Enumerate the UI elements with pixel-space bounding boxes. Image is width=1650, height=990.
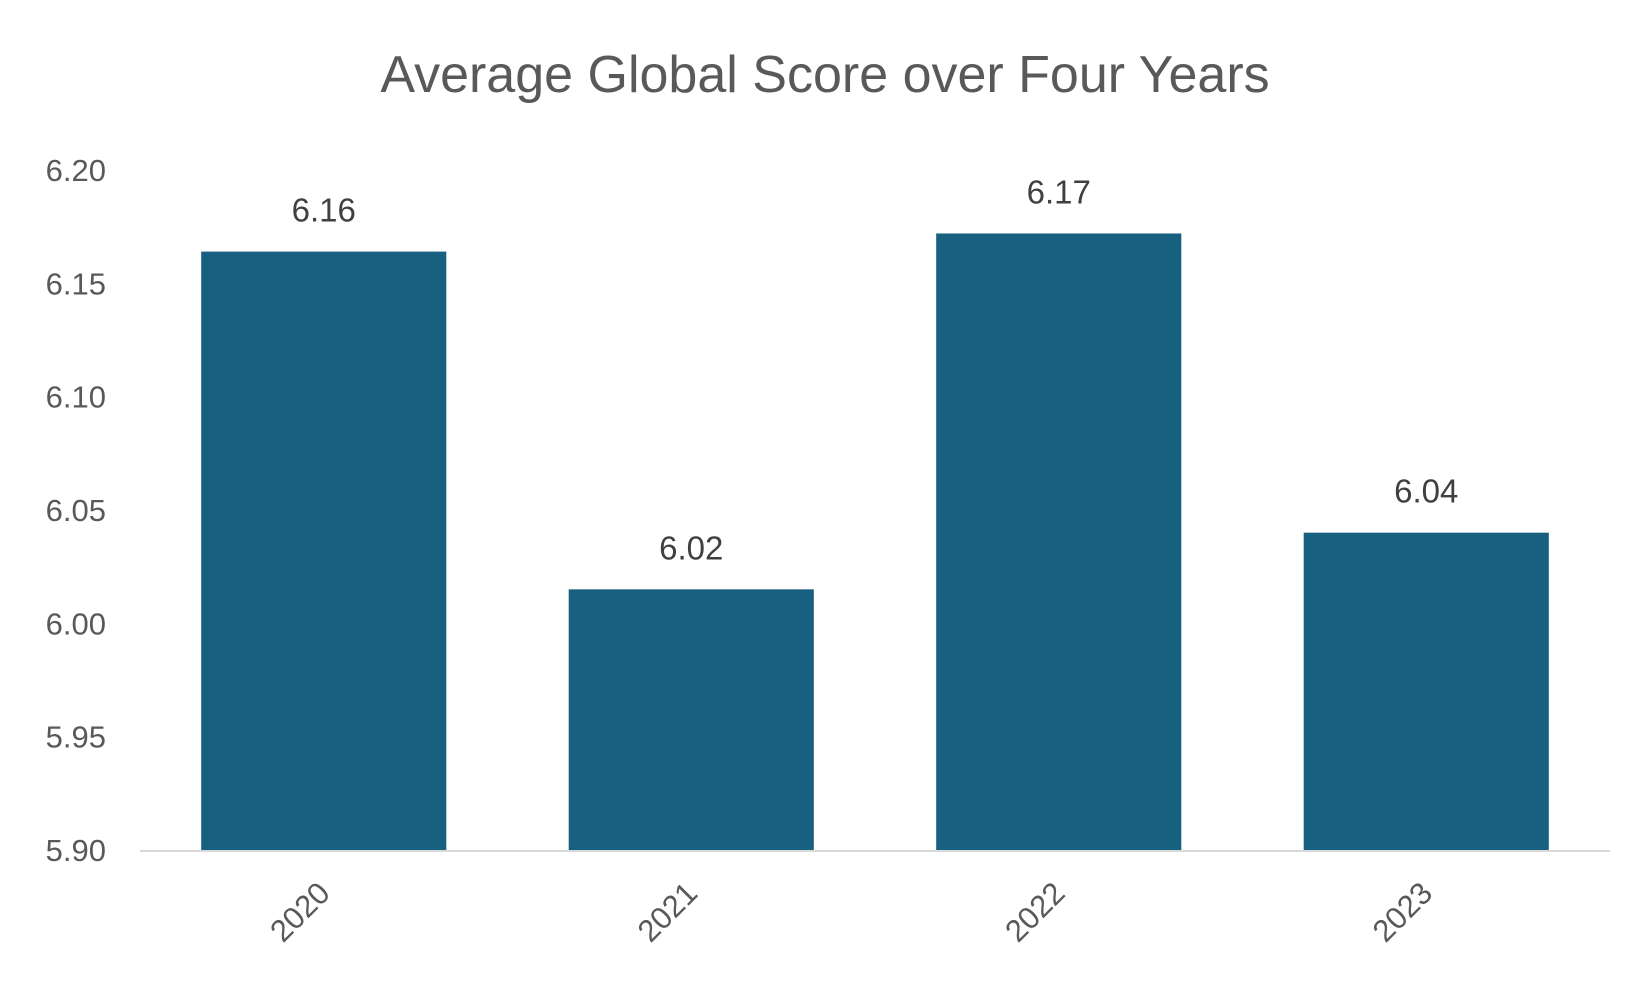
bar-2022 <box>936 233 1182 850</box>
y-tick-label: 6.05 <box>46 493 106 528</box>
x-axis-ticks: 2020 2021 2022 2023 <box>263 875 1439 949</box>
y-tick-label: 6.15 <box>46 266 106 301</box>
data-label-2021: 6.02 <box>659 529 723 566</box>
y-tick-label: 6.20 <box>46 153 106 188</box>
x-tick-label-2023: 2023 <box>1366 875 1440 949</box>
bar-2020 <box>201 251 447 851</box>
data-label-2022: 6.17 <box>1027 173 1091 210</box>
bar-2023 <box>1303 532 1549 850</box>
data-label-2023: 6.04 <box>1394 473 1458 510</box>
bar-2021 <box>568 589 814 850</box>
y-axis-ticks: 5.90 5.95 6.00 6.05 6.10 6.15 6.20 <box>46 153 106 868</box>
y-tick-label: 5.90 <box>46 833 106 868</box>
x-tick-label-2022: 2022 <box>998 875 1072 949</box>
y-tick-label: 5.95 <box>46 720 106 755</box>
data-label-2020: 6.16 <box>292 192 356 229</box>
y-tick-label: 6.00 <box>46 606 106 641</box>
chart-title: Average Global Score over Four Years <box>380 46 1269 104</box>
data-labels: 6.16 6.02 6.17 6.04 <box>292 173 1459 566</box>
x-tick-label-2020: 2020 <box>263 875 337 949</box>
y-tick-label: 6.10 <box>46 380 106 415</box>
bars <box>201 233 1549 851</box>
x-tick-label-2021: 2021 <box>631 875 705 949</box>
